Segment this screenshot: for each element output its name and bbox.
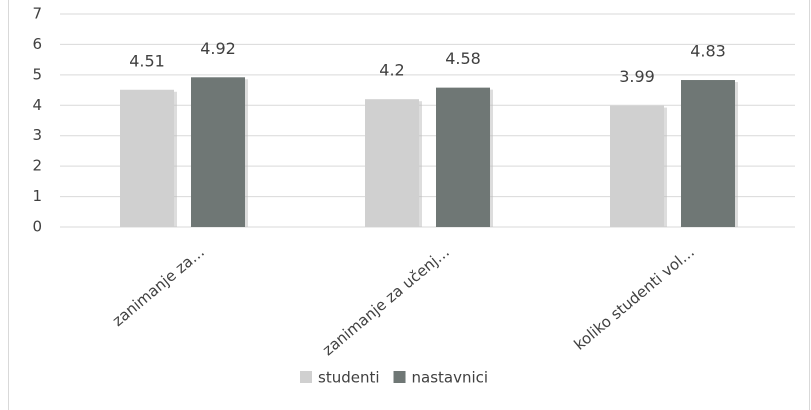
y-tick-label: 7 — [32, 5, 42, 23]
bar — [436, 87, 490, 227]
bar — [610, 105, 664, 227]
y-tick-label: 2 — [32, 157, 42, 175]
y-tick-label: 4 — [32, 96, 42, 114]
y-tick-label: 0 — [32, 218, 42, 236]
legend-swatch — [393, 371, 406, 383]
value-label: 4.58 — [445, 49, 481, 68]
legend-label: studenti — [318, 369, 380, 387]
bar — [191, 77, 245, 227]
legend-swatch — [300, 371, 312, 383]
y-tick-label: 3 — [32, 126, 42, 144]
y-tick-label: 1 — [32, 187, 42, 205]
bar — [681, 80, 735, 227]
bar — [120, 89, 174, 227]
bar — [365, 99, 419, 227]
legend-label: nastavnici — [412, 369, 489, 387]
value-label: 3.99 — [619, 67, 655, 86]
y-tick-label: 5 — [32, 65, 42, 83]
value-label: 4.83 — [690, 42, 726, 61]
y-tick-label: 6 — [32, 35, 42, 53]
value-label: 4.2 — [379, 61, 404, 80]
value-label: 4.92 — [200, 39, 236, 58]
value-label: 4.51 — [129, 51, 165, 70]
